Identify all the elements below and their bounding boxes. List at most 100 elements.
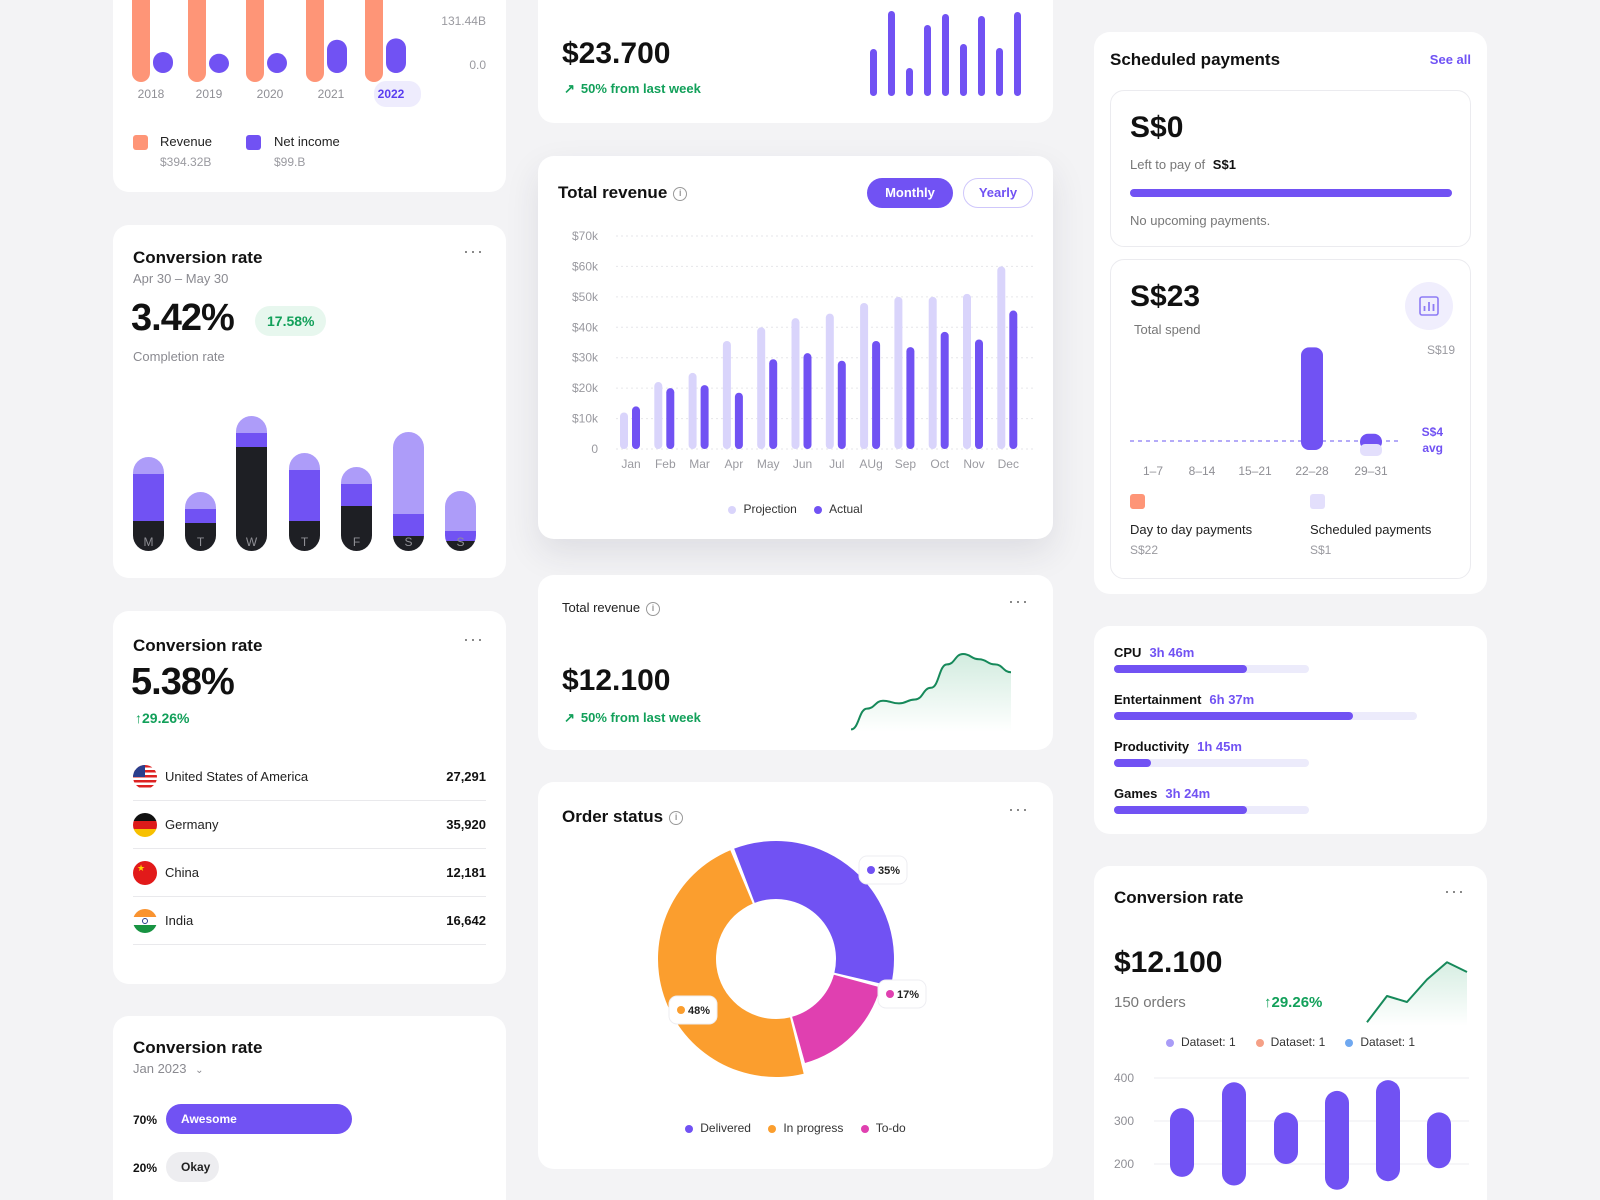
scheduled-bar — [1360, 444, 1382, 456]
usage-track — [1114, 712, 1417, 720]
country-name: United States of America — [165, 769, 309, 784]
orders-change: ↑29.26% — [1264, 994, 1322, 1011]
rating-pct-2: 20% — [133, 1161, 158, 1175]
y-tick-label: $40k — [572, 320, 599, 334]
day-to-day-label: Day to day payments — [1130, 522, 1253, 537]
bar-segment-light — [393, 432, 424, 514]
more-options-icon[interactable]: ··· — [463, 629, 484, 649]
rating-label-awesome: Awesome — [181, 1112, 237, 1126]
completion-caption: Completion rate — [133, 349, 225, 364]
orders-line — [1366, 961, 1468, 1023]
net-income-legend-value: $99.B — [274, 155, 306, 169]
bar-segment-dark — [289, 521, 320, 551]
revenue-bar — [365, 0, 383, 82]
actual-dot — [814, 505, 823, 514]
projection-bar — [791, 318, 800, 449]
month-label: Jan — [621, 457, 640, 471]
day-label: S — [456, 535, 465, 549]
area-fill — [851, 654, 1011, 732]
info-icon[interactable]: i — [669, 810, 684, 825]
year-label[interactable]: 2021 — [317, 87, 345, 101]
usage-name: Productivity — [1114, 739, 1190, 754]
more-options-icon[interactable]: ··· — [463, 241, 484, 261]
y-tick-label: 300 — [1114, 1114, 1134, 1128]
day-label: T — [196, 535, 205, 549]
revenue-value: $12.100 — [562, 664, 671, 697]
more-options-icon[interactable]: ··· — [1444, 881, 1465, 901]
title-text: Total revenue — [562, 600, 641, 615]
mini-bar — [888, 11, 895, 96]
dataset-dot — [1255, 1038, 1264, 1047]
mini-bar — [978, 16, 985, 96]
bar-chart-icon-button[interactable] — [1405, 282, 1453, 330]
change-value: 29.26% — [1271, 994, 1323, 1011]
weekly-mini-bars — [870, 11, 1021, 96]
bar-segment-dark — [393, 536, 424, 551]
growth-badge: 17.58% — [255, 306, 327, 336]
year-label[interactable]: 2018 — [137, 87, 165, 101]
net-income-bar — [209, 53, 229, 73]
weekly-revenue-card: $23.700 ↗ 50% from last week — [538, 0, 1053, 123]
label-text: 48% — [688, 1005, 710, 1017]
bar-segment-light — [185, 492, 216, 509]
country-row[interactable]: India 16,642 — [133, 897, 486, 945]
y-tick-label: $30k — [572, 351, 599, 365]
info-icon[interactable]: i — [646, 601, 661, 616]
rating-bar-okay[interactable] — [166, 1152, 219, 1182]
actual-bar — [975, 339, 983, 449]
amount-due: S$0 — [1130, 111, 1184, 144]
year-label[interactable]: 2022 — [377, 87, 405, 101]
label-bg — [858, 855, 908, 885]
conversion-value: 3.42% — [131, 297, 235, 339]
range-bar — [1170, 1108, 1194, 1177]
bar-segment-dark — [236, 447, 267, 551]
net-income-bar — [267, 53, 287, 73]
usage-time: 3h 24m — [1165, 786, 1211, 801]
to-do-segment[interactable] — [792, 974, 881, 1064]
bar-segment-mid — [341, 484, 372, 506]
range-bar — [1376, 1080, 1400, 1182]
delivered-dot — [685, 1124, 694, 1133]
year-label[interactable]: 2020 — [256, 87, 284, 101]
total-revenue-card: Total revenue i Monthly Yearly $70k $60k $5… — [538, 156, 1053, 539]
info-icon[interactable]: i — [673, 186, 688, 201]
label-dot — [886, 990, 894, 998]
day-bar — [236, 416, 267, 551]
conversion-rate-card-ratings: Conversion rate Jan 2023 ⌄ 70% Awesome 2… — [113, 1016, 506, 1200]
more-options-icon[interactable]: ··· — [1008, 591, 1029, 611]
day-label: W — [245, 535, 258, 549]
total-revenue-small-card: Total revenue i ··· $12.100 ↗ 50% from las… — [538, 575, 1053, 750]
day-bar — [289, 453, 320, 551]
month-label: Dec — [998, 457, 1019, 471]
empty-message: No upcoming payments. — [1130, 213, 1271, 228]
percent-label: 48% — [668, 995, 718, 1025]
rating-bar-awesome[interactable] — [166, 1104, 352, 1134]
year-label[interactable]: 2019 — [195, 87, 223, 101]
country-row[interactable]: ★ China 12,181 — [133, 849, 486, 897]
delivered-segment[interactable] — [734, 841, 894, 986]
actual-bar — [1009, 310, 1018, 449]
more-options-icon[interactable]: ··· — [1008, 799, 1029, 819]
tab-yearly[interactable]: Yearly — [963, 178, 1033, 208]
range-label: 1–7 — [1142, 464, 1164, 478]
country-row[interactable]: United States of America 27,291 — [133, 753, 486, 801]
projection-bar — [688, 372, 697, 449]
bar-segment-mid — [185, 509, 216, 523]
mini-bar — [960, 44, 967, 96]
range-bar — [1274, 1112, 1298, 1164]
scheduled-payments-card: Scheduled payments See all S$0 Left to p… — [1094, 32, 1487, 594]
tab-monthly[interactable]: Monthly — [867, 178, 953, 208]
weekly-value: $23.700 — [562, 37, 671, 70]
see-all-link[interactable]: See all — [1429, 52, 1471, 67]
projection-bar — [620, 412, 628, 449]
country-value: 35,920 — [446, 817, 486, 832]
country-row[interactable]: Germany 35,920 — [133, 801, 486, 849]
mini-bar — [1014, 12, 1021, 96]
period-dropdown[interactable]: Jan 2023 ⌄ — [133, 1061, 204, 1076]
projection-bar — [722, 340, 731, 449]
germany-flag — [133, 813, 157, 837]
selected-year-pill[interactable] — [374, 81, 421, 107]
orders-line-chart — [1366, 961, 1468, 1026]
revenue-swatch — [133, 135, 148, 150]
net-income-bar — [327, 39, 347, 73]
